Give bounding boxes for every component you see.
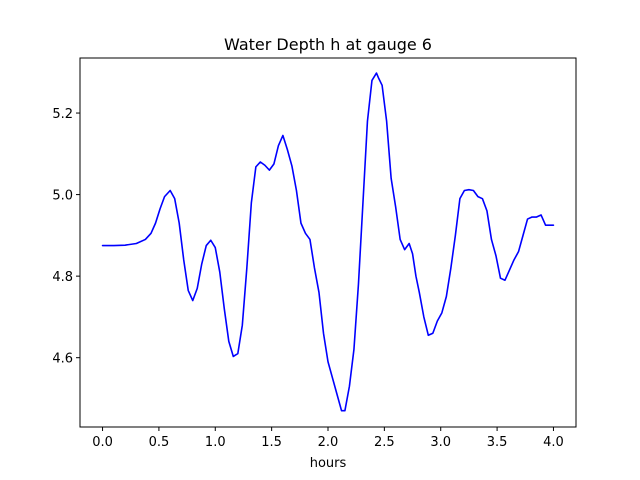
x-tick-label: 4.0	[543, 435, 564, 450]
x-tick-label: 2.0	[318, 435, 339, 450]
series-layer	[101, 72, 555, 412]
x-axis-label: hours	[310, 456, 347, 471]
x-tick-label: 0.5	[149, 435, 170, 450]
y-tick-label: 4.6	[52, 352, 73, 367]
chart-title: Water Depth h at gauge 6	[224, 35, 432, 54]
x-tick-label: 1.0	[205, 435, 226, 450]
x-tick-label: 3.5	[487, 435, 508, 450]
x-axis: 0.0 0.5 1.0 1.5 2.0 2.5 3.0 3.5 4.0	[92, 427, 564, 450]
x-tick-label: 2.5	[374, 435, 395, 450]
plot-area-frame	[79, 57, 577, 428]
y-tick-label: 5.2	[52, 107, 73, 122]
x-tick-label: 3.0	[430, 435, 451, 450]
x-tick-label: 0.0	[92, 435, 113, 450]
y-tick-label: 4.8	[52, 270, 73, 285]
y-tick-label: 5.0	[52, 189, 73, 204]
series-line-0	[101, 72, 555, 412]
y-axis: 4.6 4.8 5.0 5.2	[52, 107, 80, 367]
x-tick-label: 1.5	[261, 435, 282, 450]
